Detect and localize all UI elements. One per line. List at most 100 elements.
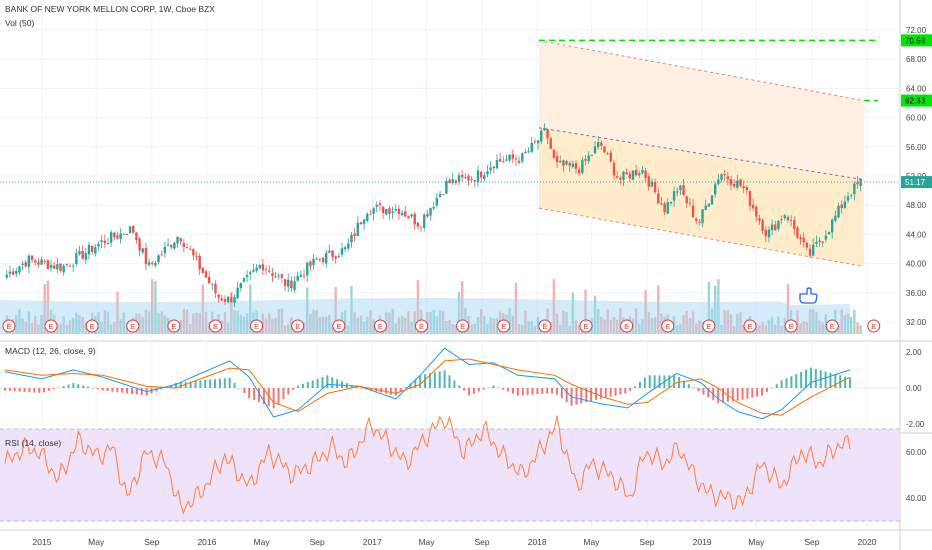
x-tick-label: 2015 <box>33 537 52 547</box>
macd-histogram-bar <box>511 388 514 394</box>
candle <box>808 244 812 259</box>
candle-body <box>419 226 423 228</box>
axes: 2015 May Sep 2016 May Sep 2017 May Sep 2018 May Sep… <box>33 26 932 547</box>
candle <box>432 201 435 211</box>
volume-bar <box>634 308 638 334</box>
macd-histogram-bar <box>604 388 607 398</box>
volume-bar <box>777 316 780 334</box>
macd-histogram-bar <box>96 388 99 390</box>
macd-histogram-bar <box>13 388 16 392</box>
macd-histogram-bar <box>648 375 651 388</box>
candle <box>71 263 75 272</box>
candle-body <box>536 140 540 144</box>
candle <box>18 265 21 276</box>
candle <box>600 140 603 151</box>
macd-histogram-bar <box>717 388 720 404</box>
macd-histogram-bar <box>809 367 812 388</box>
earnings-marker-letter: E <box>7 322 12 331</box>
candle <box>100 235 103 249</box>
earnings-marker-letter: E <box>460 322 465 331</box>
candle <box>318 258 322 263</box>
volume-bar <box>660 313 663 334</box>
candle-body <box>808 248 812 256</box>
volume-bar <box>442 311 445 334</box>
volume-bar <box>397 317 401 334</box>
candle <box>334 255 337 264</box>
earnings-marker: E <box>743 319 757 333</box>
candle <box>505 154 508 161</box>
candle <box>290 276 293 292</box>
candle <box>622 170 625 187</box>
candle <box>413 212 416 230</box>
candle <box>581 156 584 175</box>
candle <box>239 282 242 292</box>
candle-body <box>391 211 394 213</box>
candle <box>419 226 423 233</box>
earnings-marker-letter: E <box>665 322 670 331</box>
candle <box>603 145 606 153</box>
candle-body <box>43 261 46 262</box>
candle <box>584 154 587 166</box>
candle <box>302 269 306 280</box>
candle-body <box>274 276 277 278</box>
macd-histogram-bar <box>629 388 632 391</box>
candle <box>84 247 88 265</box>
candle <box>729 175 733 190</box>
rsi-tick-label: 60.00 <box>906 448 927 457</box>
macd-histogram-bar <box>780 380 783 388</box>
candle <box>533 138 537 145</box>
volume-bar <box>609 320 613 334</box>
candle-body <box>141 248 144 253</box>
macd-tick-label: -2.00 <box>906 420 925 429</box>
candle <box>353 227 356 242</box>
candle-body <box>590 154 594 156</box>
x-tick-label: Sep <box>310 537 325 547</box>
macd-histogram-bar <box>223 378 226 388</box>
volume-bar <box>27 311 31 334</box>
price-channel-drawing[interactable] <box>0 39 900 267</box>
candle <box>87 242 91 260</box>
volume-bar <box>362 321 366 334</box>
candle-body <box>448 179 451 184</box>
volume-bar <box>46 280 50 334</box>
candle-body <box>378 203 382 205</box>
price-tick-label: 60.00 <box>906 114 927 123</box>
candle-body <box>385 208 388 215</box>
earnings-marker-circle <box>620 319 634 333</box>
candle-body <box>777 220 780 230</box>
candle <box>375 201 378 213</box>
macd-histogram-bar <box>526 388 529 395</box>
candle-body <box>650 181 654 187</box>
candle-body <box>268 270 271 272</box>
macd-histogram-bar <box>785 378 788 388</box>
volume-bar <box>188 323 192 334</box>
volume-bar <box>207 322 211 334</box>
candle <box>138 236 141 257</box>
candle <box>220 294 224 302</box>
candle-body <box>831 219 834 233</box>
volume-bar <box>287 324 290 334</box>
volume-bar <box>18 309 21 334</box>
earnings-marker-letter: E <box>747 322 752 331</box>
candle-body <box>783 215 786 219</box>
volume-bar <box>774 324 777 334</box>
macd-histogram-bar <box>140 388 143 396</box>
candle <box>198 253 201 276</box>
candle <box>37 257 40 268</box>
candle <box>62 263 65 276</box>
volume-bar <box>347 325 350 334</box>
volume-bar <box>198 312 201 334</box>
candle-body <box>226 296 230 303</box>
volume-bar <box>400 315 404 334</box>
candle <box>372 207 375 221</box>
candle-body <box>524 151 527 154</box>
candle <box>214 280 217 298</box>
volume-bar <box>799 323 802 334</box>
candle-body <box>195 255 198 257</box>
volume-bar <box>160 311 163 334</box>
volume-bar <box>698 320 701 334</box>
macd-histogram-bar <box>555 388 558 395</box>
macd-histogram-bar <box>360 388 363 389</box>
